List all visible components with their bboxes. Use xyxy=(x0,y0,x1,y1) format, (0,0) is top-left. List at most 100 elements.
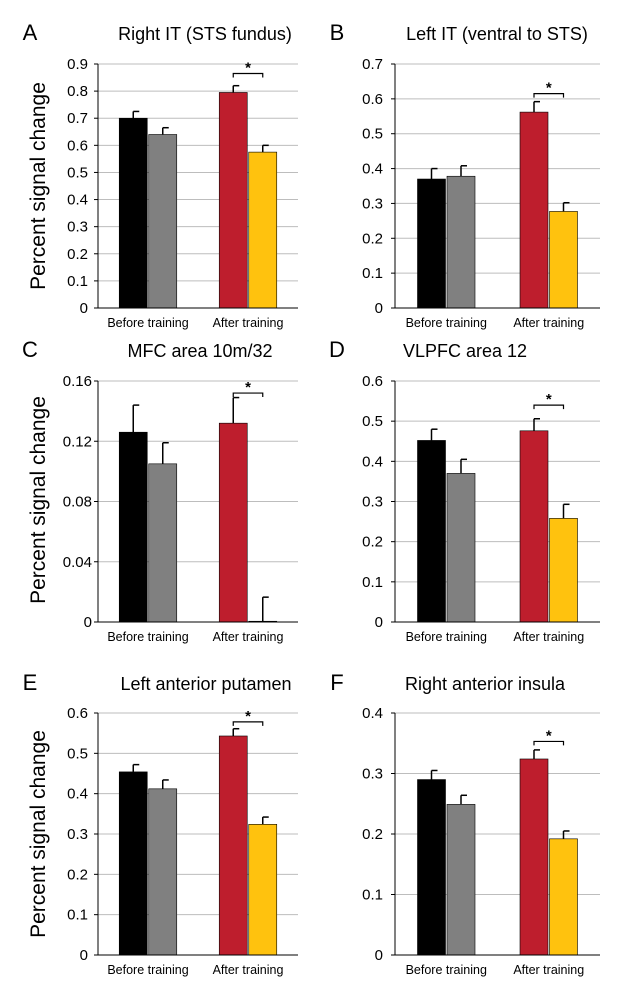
bar xyxy=(248,151,278,309)
y-tick-label: 0 xyxy=(375,614,383,631)
panel-title: Left anterior putamen xyxy=(120,674,291,694)
panel-letter: F xyxy=(330,670,343,695)
chart-panel-c: C MFC area 10m/32 0 0.04 0.08 0.12 0.16 Before … xyxy=(22,337,298,644)
y-tick-label: 0.3 xyxy=(362,494,383,511)
bar xyxy=(549,518,578,623)
y-tick-label: 0.5 xyxy=(362,126,383,143)
significance-star: * xyxy=(546,80,552,97)
x-tick-label: After training xyxy=(213,963,284,977)
significance-bracket xyxy=(232,392,264,398)
y-tick-label: 0.04 xyxy=(63,554,92,571)
y-tick-label: 0.1 xyxy=(362,887,383,904)
y-tick-label: 0.12 xyxy=(63,433,92,450)
y-tick-label: 0.6 xyxy=(362,91,383,108)
bar xyxy=(218,422,248,623)
bar xyxy=(417,779,446,956)
y-tick-label: 0.5 xyxy=(67,164,88,181)
y-tick-label: 0.4 xyxy=(67,786,88,803)
bar xyxy=(549,211,578,309)
bar xyxy=(519,111,549,309)
y-tick-label: 0.6 xyxy=(67,137,88,154)
y-tick-label: 0.2 xyxy=(67,866,88,883)
x-tick-label: Before training xyxy=(406,316,487,330)
y-tick-label: 0.5 xyxy=(67,745,88,762)
x-tick-label: After training xyxy=(213,630,284,644)
y-tick-label: 0.2 xyxy=(362,230,383,247)
x-tick-label: Before training xyxy=(406,630,487,644)
y-tick-label: 0.9 xyxy=(67,56,88,73)
panel-letter: C xyxy=(22,337,38,362)
significance-bracket xyxy=(533,740,565,746)
bar xyxy=(148,788,178,956)
bar xyxy=(118,431,148,623)
bar xyxy=(218,735,248,956)
bar xyxy=(417,440,446,623)
bar xyxy=(248,824,278,956)
panel-title: Right IT (STS fundus) xyxy=(118,24,292,44)
y-tick-label: 0.1 xyxy=(362,574,383,591)
bar xyxy=(218,92,248,309)
significance-star: * xyxy=(546,727,552,744)
panel-letter: A xyxy=(23,20,38,45)
x-tick-label: After training xyxy=(513,316,584,330)
x-tick-label: Before training xyxy=(406,963,487,977)
y-tick-label: 0.4 xyxy=(362,161,383,178)
y-tick-label: 0 xyxy=(80,300,88,317)
significance-bracket xyxy=(232,72,264,78)
x-tick-label: Before training xyxy=(107,316,188,330)
chart-panel-b: B Left IT (ventral to STS) 0 0.1 0.2 0.3 0.4 0.… xyxy=(330,20,600,330)
significance-bracket xyxy=(232,721,264,726)
significance-bracket xyxy=(533,93,565,98)
panel-title: Left IT (ventral to STS) xyxy=(406,24,588,44)
bar xyxy=(118,771,148,956)
y-tick-label: 0.1 xyxy=(67,907,88,924)
y-tick-label: 0.3 xyxy=(362,766,383,783)
bar xyxy=(118,117,148,309)
y-tick-label: 0.1 xyxy=(67,273,88,290)
bar xyxy=(417,178,446,309)
y-tick-label: 0.4 xyxy=(362,705,383,722)
y-tick-label: 0.6 xyxy=(67,705,88,722)
y-tick-label: 0.7 xyxy=(362,56,383,73)
y-tick-label: 0 xyxy=(375,300,383,317)
panel-title: VLPFC area 12 xyxy=(403,341,527,361)
y-tick-label: 0.5 xyxy=(362,413,383,430)
significance-star: * xyxy=(546,391,552,408)
chart-panel-f: F Right anterior insula 0 0.1 0.2 0.3 0.4 Befor… xyxy=(330,670,600,977)
significance-bracket xyxy=(533,404,565,410)
chart-panel-a: A Right IT (STS fundus) 0 0.1 0.2 0.3 0.4 0.5 0.… xyxy=(23,20,298,330)
bar xyxy=(519,430,549,623)
y-tick-label: 0.3 xyxy=(362,195,383,212)
panel-title: Right anterior insula xyxy=(405,674,566,694)
y-tick-label: 0 xyxy=(84,614,92,631)
x-tick-label: After training xyxy=(513,630,584,644)
panel-letter: E xyxy=(23,670,38,695)
significance-star: * xyxy=(245,379,251,396)
bar xyxy=(549,838,578,956)
panel-title: MFC area 10m/32 xyxy=(127,341,272,361)
y-tick-label: 0.2 xyxy=(362,534,383,551)
panel-letter: B xyxy=(330,20,345,45)
bar xyxy=(148,134,178,309)
y-tick-label: 0 xyxy=(375,947,383,964)
chart-panel-e: E Left anterior putamen 0 0.1 0.2 0.3 0.4 0.5 0.… xyxy=(23,670,298,977)
significance-star: * xyxy=(245,59,251,76)
y-tick-label: 0.2 xyxy=(67,246,88,263)
y-tick-label: 0.3 xyxy=(67,219,88,236)
y-tick-label: 0.7 xyxy=(67,110,88,127)
significance-star: * xyxy=(245,708,251,725)
y-tick-label: 0.1 xyxy=(362,265,383,282)
y-tick-label: 0.08 xyxy=(63,494,92,511)
x-tick-label: After training xyxy=(513,963,584,977)
y-tick-label: 0.3 xyxy=(67,826,88,843)
bar xyxy=(446,175,476,309)
y-tick-label: 0.6 xyxy=(362,373,383,390)
bar xyxy=(148,463,178,623)
y-tick-label: 0.4 xyxy=(362,453,383,470)
x-tick-label: Before training xyxy=(107,630,188,644)
x-tick-label: After training xyxy=(213,316,284,330)
panel-letter: D xyxy=(329,337,345,362)
y-tick-label: 0 xyxy=(80,947,88,964)
y-axis-label: Percent signal change xyxy=(27,396,50,604)
